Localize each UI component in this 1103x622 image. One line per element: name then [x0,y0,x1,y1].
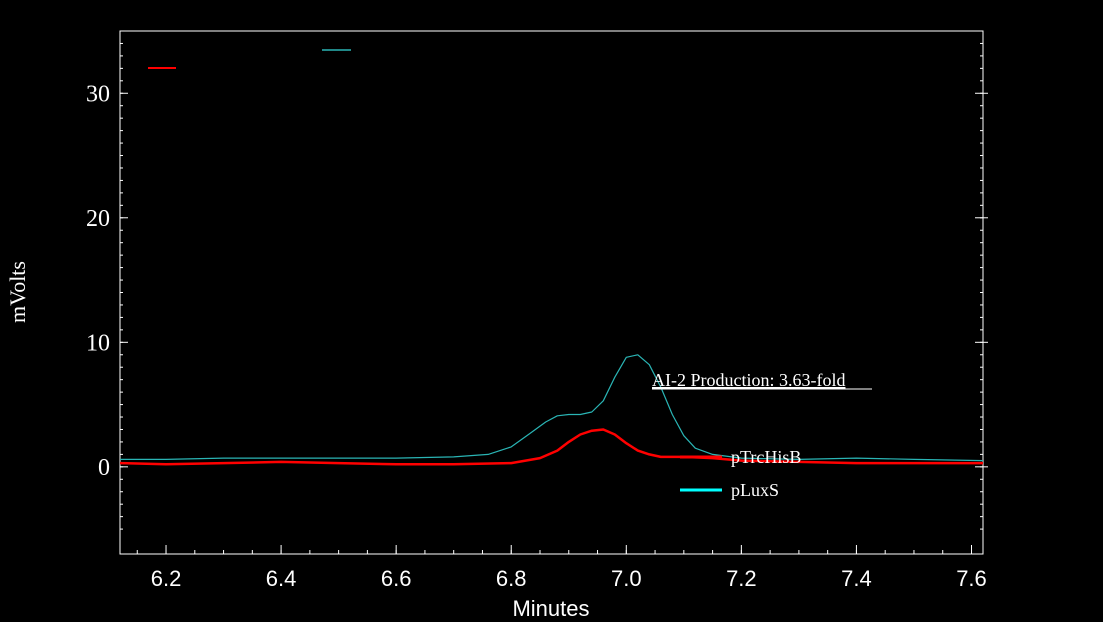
x-tick-label: 7.2 [726,566,757,591]
series-layer [119,354,984,466]
x-tick-label: 6.8 [496,566,527,591]
y-axis-label: mVolts [5,261,30,323]
series-line-pLuxS [120,354,984,462]
x-tick-label: 7.4 [841,566,872,591]
x-tick-label: 7.0 [611,566,642,591]
legend-label-pTrcHisB: pTrcHisB [731,447,801,467]
legend: pTrcHisB pLuxS [148,49,801,500]
legend-label-pLuxS: pLuxS [731,480,779,500]
annotation-label: AI-2 Production: 3.63-fold [652,370,845,390]
x-tick-label: 6.4 [266,566,297,591]
x-tick-label: 7.6 [956,566,987,591]
x-axis-label: Minutes [512,596,589,621]
x-tick-label: 6.6 [381,566,412,591]
x-tick-label: 6.2 [151,566,182,591]
series-line-pTrcHisB [119,428,983,466]
y-tick-label: 30 [86,81,110,107]
x-axis-ticks: 6.2 6.4 6.6 6.8 7.0 7.2 7.4 7.6 [151,545,987,591]
y-tick-label: 20 [86,206,110,232]
y-axis-ticks: 0 10 20 30 [86,81,988,481]
y-tick-label: 0 [98,455,110,481]
y-tick-label: 10 [86,330,110,356]
